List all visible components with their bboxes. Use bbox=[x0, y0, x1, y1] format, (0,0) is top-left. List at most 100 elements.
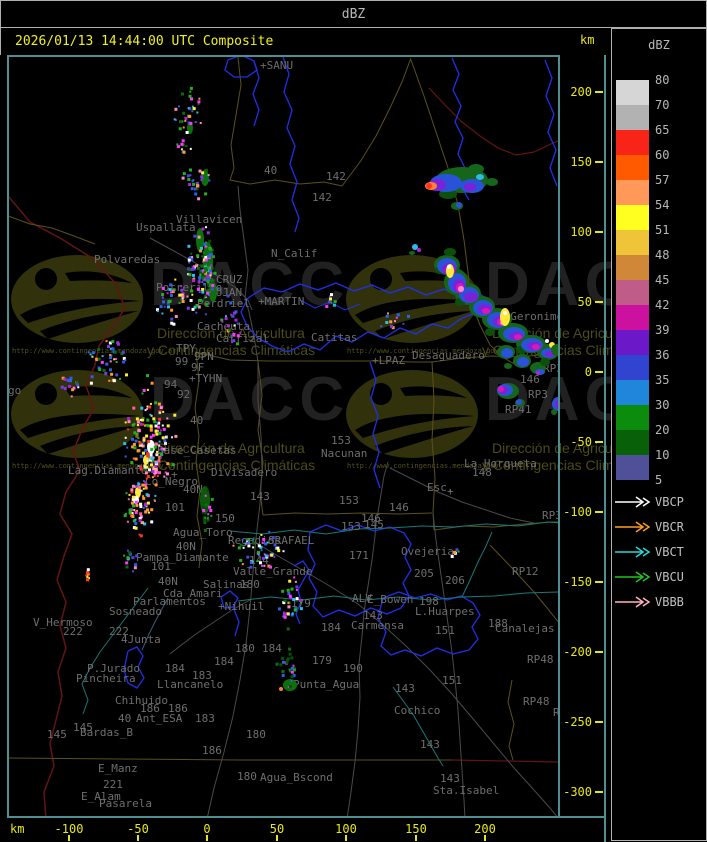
map-label: Cda_Amari bbox=[163, 587, 223, 600]
dbz-scale-label: 10 bbox=[655, 448, 670, 462]
map-label: Llancanelo bbox=[157, 678, 224, 691]
dbz-scale-label: 30 bbox=[655, 398, 670, 412]
map-label: 92 bbox=[177, 388, 191, 401]
map-river bbox=[232, 606, 240, 637]
map-label: 221 bbox=[103, 778, 123, 791]
map-label: Perdriel bbox=[197, 297, 250, 310]
map-dept-boundary bbox=[8, 757, 452, 761]
storm-cells bbox=[133, 122, 559, 691]
dbz-swatch bbox=[616, 355, 649, 380]
right-axis-tick bbox=[595, 91, 603, 93]
map-label: Regadios bbox=[228, 534, 281, 547]
right-axis-tick bbox=[595, 441, 603, 443]
map-road bbox=[375, 461, 389, 525]
map-road bbox=[250, 539, 558, 817]
right-axis-tick-label: 0 bbox=[584, 365, 592, 379]
map-label: 101 bbox=[165, 501, 185, 514]
vector-legend-label: VBCT bbox=[655, 545, 684, 559]
map-label: 146 bbox=[361, 512, 381, 525]
bottom-axis-tick-label: 150 bbox=[405, 822, 427, 836]
map-label: SRAFAEL bbox=[268, 534, 315, 547]
watermark-acronym: DACC bbox=[150, 365, 350, 434]
dbz-scale-label: 60 bbox=[655, 148, 670, 162]
dbz-scale-label: 80 bbox=[655, 73, 670, 87]
map-label: Salinas bbox=[203, 578, 250, 591]
bottom-axis-tick-label: 50 bbox=[269, 822, 285, 836]
map-oasis-outline bbox=[307, 524, 412, 618]
map-label: Pampa_Diamante bbox=[136, 551, 229, 564]
map-label: Base_Casetas bbox=[157, 444, 237, 457]
map-label: Carrizal bbox=[216, 332, 269, 345]
map-label: 183 bbox=[192, 669, 212, 682]
map-road bbox=[389, 467, 535, 524]
map-label: Agua_Toro bbox=[173, 526, 233, 539]
right-axis-tick-label: 200 bbox=[570, 85, 592, 99]
map-label: 94 bbox=[164, 378, 178, 391]
map-label: 180 bbox=[237, 770, 257, 783]
map-label: 143 bbox=[420, 738, 440, 751]
map-label: Co_Negro bbox=[145, 475, 198, 488]
map-label: 188 bbox=[488, 617, 508, 630]
map-dept-boundary bbox=[410, 59, 519, 367]
dbz-swatch bbox=[616, 80, 649, 105]
right-axis: 200 150 100 50 0 -50 -100 -150 -200 -250 -300 bbox=[562, 55, 606, 820]
dbz-swatch bbox=[616, 305, 649, 330]
map-label: 143 bbox=[363, 609, 383, 622]
right-axis-tick bbox=[595, 231, 603, 233]
map-label: +TYHN bbox=[189, 372, 223, 385]
map-label: 180 bbox=[235, 642, 255, 655]
dbz-scale-label: 70 bbox=[655, 98, 670, 112]
dbz-scale-label: 5 bbox=[655, 473, 663, 487]
map-label: 180 bbox=[246, 728, 266, 741]
map-label: 40N bbox=[183, 483, 203, 496]
map-label: 190 bbox=[343, 662, 363, 675]
map-label: E_Manz bbox=[98, 762, 138, 775]
map-province-boundary bbox=[428, 87, 559, 156]
map-lake-outline bbox=[220, 590, 239, 609]
map-road bbox=[206, 362, 263, 817]
map-label: 183 bbox=[195, 712, 215, 725]
right-axis-tick bbox=[595, 651, 603, 653]
map-dept-boundary bbox=[341, 57, 412, 187]
map-river bbox=[392, 686, 444, 767]
map-label: RP bbox=[553, 706, 567, 719]
map-label: go bbox=[8, 384, 22, 397]
map-label: S.Geronimo bbox=[497, 310, 564, 323]
map-dept-boundary bbox=[8, 215, 96, 245]
bottom-axis-tick bbox=[137, 835, 139, 841]
map-label: Desaguadero bbox=[412, 349, 485, 362]
map-label: Cacheuta bbox=[197, 320, 250, 333]
map-label: 143 bbox=[395, 682, 415, 695]
map-label: 184 bbox=[165, 662, 185, 675]
map-label: + bbox=[447, 485, 454, 498]
map-road bbox=[432, 512, 466, 817]
map-river bbox=[293, 560, 310, 625]
map-road bbox=[149, 237, 253, 311]
vector-legend-label: VBBB bbox=[655, 595, 684, 609]
map-label: 143 bbox=[250, 490, 270, 503]
right-axis-tick bbox=[595, 511, 603, 513]
map-label: RP48 bbox=[527, 653, 554, 666]
watermark-url: http://www.contingencias.mendoza.gov.ar bbox=[347, 462, 512, 470]
title-bar: dBZ bbox=[0, 0, 707, 28]
map-label: E_Alam bbox=[81, 790, 121, 803]
map-label: ALV bbox=[352, 592, 372, 605]
map-label: 144 bbox=[249, 554, 269, 567]
dbz-swatch bbox=[616, 255, 649, 280]
right-axis-tick bbox=[595, 791, 603, 793]
map-lake-outline bbox=[123, 646, 145, 689]
map-label: Lag.Diamante bbox=[68, 464, 148, 477]
map-label: Ovejeria bbox=[401, 545, 454, 558]
dacc-watermark: http://www.contingencias.mendoza.gov.ar … bbox=[10, 365, 370, 486]
dbz-swatch bbox=[616, 405, 649, 430]
map-label: 40 bbox=[264, 164, 278, 177]
map-label: Parlamentos bbox=[133, 595, 206, 608]
map-label: Nacunan bbox=[321, 447, 368, 460]
dbz-swatch bbox=[616, 230, 649, 255]
vbct-arrow-icon bbox=[615, 546, 651, 558]
map-label: L.Huarpes bbox=[415, 605, 475, 618]
map-label: N_Calif bbox=[271, 247, 318, 260]
